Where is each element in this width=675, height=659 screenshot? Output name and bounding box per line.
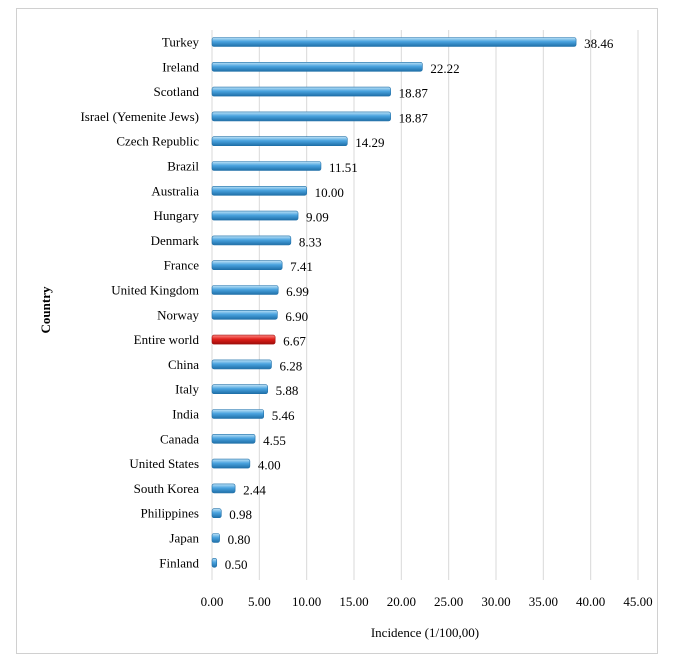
value-label: 18.87 (399, 86, 429, 101)
category-label: Turkey (162, 35, 200, 50)
value-label: 2.44 (243, 482, 266, 497)
bar-entire-world (211, 334, 276, 345)
value-label: 7.41 (290, 259, 313, 274)
value-label: 22.22 (430, 61, 459, 76)
category-label: Japan (169, 531, 199, 546)
bars (211, 37, 577, 568)
value-label: 10.00 (315, 185, 344, 200)
y-axis-title: Country (38, 286, 53, 333)
x-axis-title: Incidence (1/100,00) (371, 625, 479, 640)
category-label: Italy (175, 382, 199, 397)
category-labels: Turkey Ireland Scotland Israel (Yemenite Je… (80, 35, 199, 571)
category-label: India (172, 407, 199, 422)
category-label: Entire world (134, 332, 200, 347)
x-tick-label: 0.00 (201, 594, 224, 609)
bar-china (211, 359, 272, 370)
value-label: 11.51 (329, 160, 358, 175)
value-label: 0.80 (228, 532, 251, 547)
bar-ireland (211, 61, 423, 72)
bar-south-korea (211, 483, 236, 494)
value-label: 38.46 (584, 36, 614, 51)
x-tick-label: 10.00 (292, 594, 321, 609)
bar-israel-yemenite-jews (211, 111, 391, 122)
value-label: 6.28 (279, 358, 302, 373)
value-label: 0.50 (225, 557, 248, 572)
value-label: 4.55 (263, 433, 286, 448)
bar-canada (211, 433, 256, 444)
value-label: 4.00 (258, 458, 281, 473)
x-tick-labels: 0.00 5.00 10.00 15.00 20.00 25.00 30.00 35.00 40… (201, 594, 653, 609)
value-label: 5.88 (276, 383, 299, 398)
x-tick-label: 45.00 (623, 594, 652, 609)
bar-norway (211, 309, 278, 320)
value-label: 9.09 (306, 210, 329, 225)
category-label: Brazil (167, 159, 199, 174)
category-label: Czech Republic (116, 134, 199, 149)
x-tick-label: 20.00 (387, 594, 416, 609)
category-label: Finland (159, 555, 199, 570)
category-label: Israel (Yemenite Jews) (80, 109, 199, 124)
category-label: Canada (160, 431, 199, 446)
bar-czech-republic (211, 136, 348, 146)
category-label: China (168, 357, 199, 372)
category-label: South Korea (134, 481, 200, 496)
category-label: United Kingdom (111, 283, 199, 298)
value-label: 14.29 (355, 135, 384, 150)
category-label: Ireland (162, 59, 199, 74)
x-tick-label: 40.00 (576, 594, 605, 609)
value-labels: 38.4622.2218.8718.8714.2911.5110.009.098… (225, 36, 614, 572)
category-label: France (164, 258, 200, 273)
bar-philippines (211, 508, 222, 519)
bar-brazil (211, 161, 322, 171)
bar-scotland (211, 86, 391, 97)
value-label: 8.33 (299, 234, 322, 249)
bar-finland (211, 557, 218, 568)
bar-united-states (211, 458, 251, 469)
category-label: Philippines (140, 506, 199, 521)
bar-united-kingdom (211, 285, 279, 295)
bar-japan (211, 533, 220, 543)
bar-denmark (211, 235, 292, 246)
value-label: 6.99 (286, 284, 309, 299)
bar-turkey (211, 37, 577, 47)
category-label: United States (129, 456, 199, 471)
category-label: Denmark (151, 233, 200, 248)
bar-france (211, 260, 283, 271)
x-tick-label: 25.00 (434, 594, 463, 609)
bar-hungary (211, 210, 299, 221)
x-tick-label: 30.00 (481, 594, 510, 609)
x-tick-label: 35.00 (529, 594, 558, 609)
value-label: 6.67 (283, 334, 306, 349)
category-label: Hungary (154, 208, 200, 223)
value-label: 6.90 (285, 309, 308, 324)
value-label: 18.87 (399, 110, 429, 125)
x-tick-label: 15.00 (339, 594, 368, 609)
category-label: Australia (151, 183, 199, 198)
value-label: 5.46 (272, 408, 295, 423)
bar-australia (211, 186, 307, 196)
bar-italy (211, 384, 268, 395)
category-label: Norway (157, 307, 199, 322)
category-label: Scotland (154, 84, 200, 99)
x-tick-label: 5.00 (248, 594, 271, 609)
value-label: 0.98 (229, 507, 252, 522)
bar-india (211, 409, 264, 419)
